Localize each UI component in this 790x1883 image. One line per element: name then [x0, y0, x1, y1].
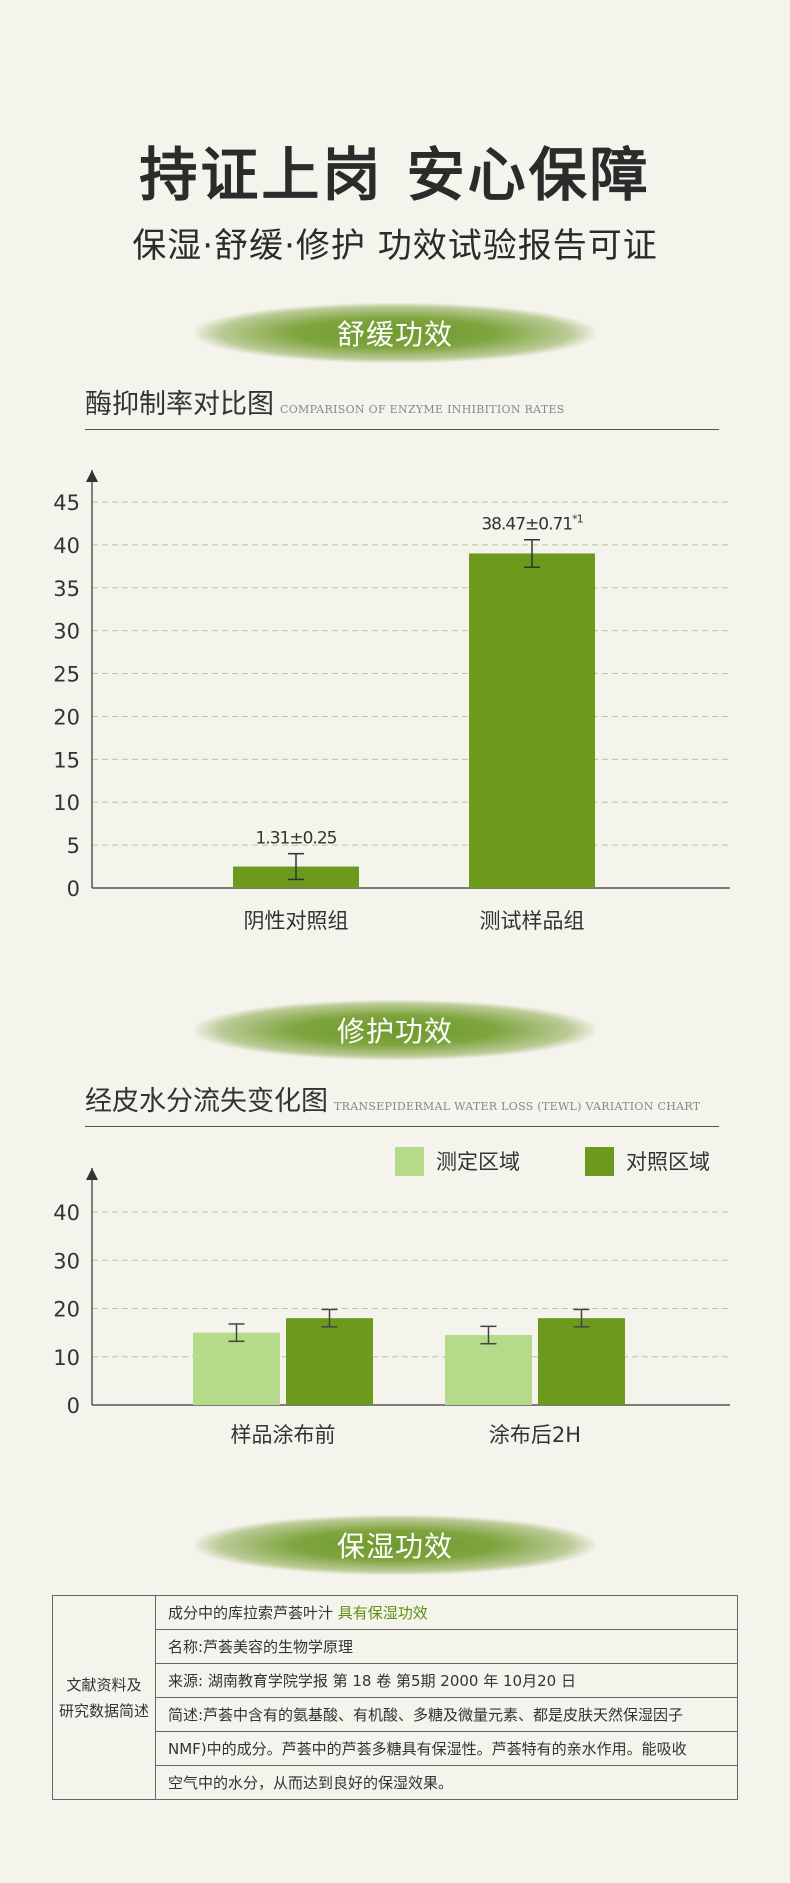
- x-tick-label: 样品涂布前: [231, 1423, 336, 1447]
- highlight-text: 具有保湿功效: [337, 1604, 428, 1622]
- chart1-enzyme-inhibition: 0 5 10 15 20 25 30 35 40 45 1.31±0.25 阴性对照组 38.47±0.…: [53, 470, 730, 930]
- chart2-subtitle: TRANSEPIDERMAL WATER LOSS (TEWL) VARIATI…: [334, 1100, 701, 1113]
- chart2-title: 经皮水分流失变化图: [85, 1086, 328, 1117]
- legend-item-control: 对照区域: [585, 1146, 710, 1176]
- y-axis-arrow: [86, 470, 98, 482]
- bar: [445, 1335, 532, 1405]
- y-tick-label: 0: [67, 1394, 80, 1418]
- legend-item-measured: 测定区域: [395, 1146, 520, 1176]
- y-tick-label: 10: [53, 791, 80, 815]
- x-tick-label: 测试样品组: [480, 909, 585, 930]
- section-banner-soothing: 舒缓功效: [195, 303, 595, 363]
- reference-row: 来源: 湖南教育学院学报 第 18 卷 第5期 2000 年 10月20 日: [155, 1663, 738, 1698]
- y-tick-label: 10: [53, 1346, 80, 1370]
- reference-row: 成分中的库拉索芦荟叶汁 具有保湿功效: [155, 1595, 738, 1630]
- legend-swatch: [585, 1146, 614, 1176]
- bar: [538, 1318, 625, 1405]
- legend-swatch: [395, 1146, 424, 1176]
- data-label-superscript: *1: [572, 513, 583, 526]
- x-tick-label: 阴性对照组: [244, 909, 349, 930]
- reference-row: 名称:芦荟美容的生物学原理: [155, 1629, 738, 1664]
- section-label: 保湿功效: [336, 1530, 453, 1563]
- y-axis-arrow: [86, 1168, 98, 1180]
- page-title: 持证上岗 安心保障: [139, 141, 651, 209]
- chart1-title: 酶抑制率对比图: [85, 389, 274, 420]
- chart2-tewl: 0 10 20 30 40 样品涂布前 涂布后2H: [53, 1168, 730, 1447]
- legend-label: 测定区域: [436, 1150, 520, 1174]
- y-tick-label: 45: [53, 491, 80, 515]
- section-label: 舒缓功效: [336, 318, 453, 351]
- y-tick-label: 35: [53, 577, 80, 601]
- section-label: 修护功效: [336, 1015, 453, 1048]
- y-tick-label: 0: [67, 877, 80, 901]
- reference-row: NMF)中的成分。芦荟中的芦荟多糖具有保湿性。芦荟特有的亲水作用。能吸收: [155, 1731, 738, 1766]
- bar: [193, 1332, 280, 1405]
- bar: [469, 553, 595, 888]
- x-tick-label: 涂布后2H: [489, 1423, 581, 1447]
- y-tick-label: 20: [53, 1298, 80, 1322]
- y-tick-label: 30: [53, 1249, 80, 1273]
- y-tick-label: 30: [53, 620, 80, 644]
- bar: [286, 1318, 373, 1405]
- y-tick-label: 25: [53, 663, 80, 687]
- reference-table: 文献资料及 研究数据简述 成分中的库拉索芦荟叶汁 具有保湿功效 名称:芦荟美容的…: [52, 1595, 738, 1800]
- section-banner-repair: 修护功效: [195, 1000, 595, 1060]
- reference-row: 简述:芦荟中含有的氨基酸、有机酸、多糖及微量元素、都是皮肤天然保湿因子: [155, 1697, 738, 1732]
- reference-label: 文献资料及 研究数据简述: [52, 1595, 156, 1800]
- y-tick-label: 5: [67, 834, 80, 858]
- y-tick-label: 40: [53, 534, 80, 558]
- data-label: 38.47±0.71*1: [481, 513, 582, 535]
- y-tick-label: 15: [53, 748, 80, 772]
- section-banner-moisture: 保湿功效: [195, 1515, 595, 1575]
- reference-row: 空气中的水分，从而达到良好的保湿效果。: [155, 1765, 738, 1800]
- chart2-heading: 经皮水分流失变化图 TRANSEPIDERMAL WATER LOSS (TEWL…: [85, 1079, 719, 1127]
- y-tick-label: 40: [53, 1201, 80, 1225]
- chart1-subtitle: COMPARISON OF ENZYME INHIBITION RATES: [280, 403, 565, 416]
- data-label: 1.31±0.25: [256, 829, 337, 849]
- y-tick-label: 20: [53, 705, 80, 729]
- page-subtitle: 保湿·舒缓·修护 功效试验报告可证: [132, 226, 658, 266]
- chart1-heading: 酶抑制率对比图 COMPARISON OF ENZYME INHIBITION R…: [85, 382, 719, 430]
- legend-label: 对照区域: [626, 1150, 710, 1174]
